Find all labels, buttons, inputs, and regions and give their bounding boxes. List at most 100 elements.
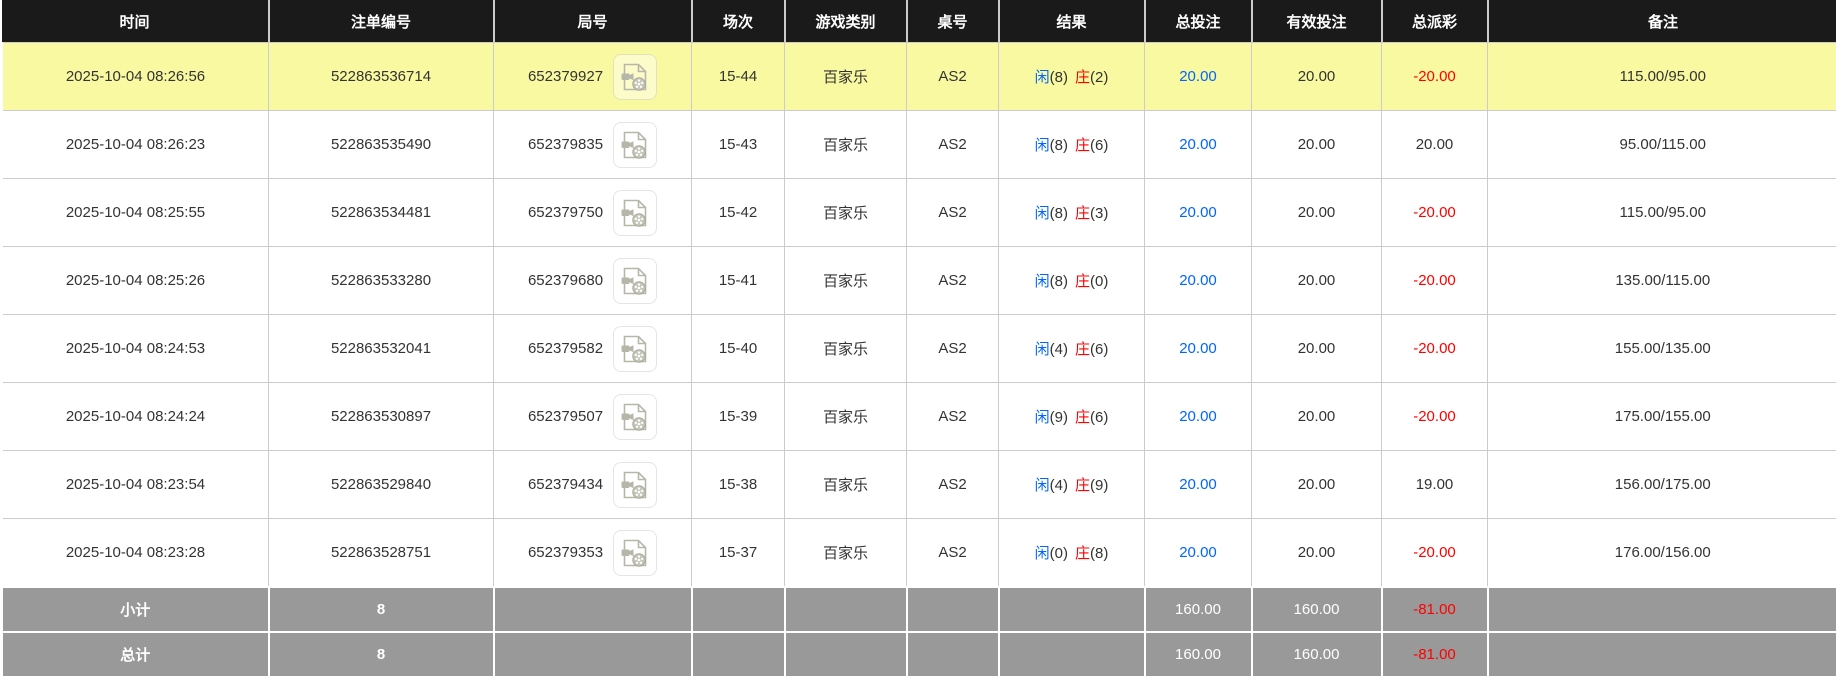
cell-round: 652379750 <box>494 179 692 247</box>
cell-total-bet: 20.00 <box>1145 43 1252 111</box>
result-player-value: (9) <box>1050 409 1068 426</box>
column-header-time: 时间 <box>2 0 269 43</box>
summary-empty-game-type <box>785 587 907 632</box>
cell-time: 2025-10-04 08:25:26 <box>2 247 269 315</box>
video-replay-button[interactable] <box>613 530 657 576</box>
result-banker-label: 庄 <box>1075 205 1090 222</box>
table-row: 2025-10-04 08:25:55 522863534481 6523797… <box>2 179 1836 247</box>
cell-payout: -20.00 <box>1382 519 1488 588</box>
cell-remark: 176.00/156.00 <box>1488 519 1836 588</box>
result-player-label: 闲 <box>1035 205 1050 222</box>
cell-game-type: 百家乐 <box>785 179 907 247</box>
video-file-icon <box>620 129 650 161</box>
cell-round: 652379353 <box>494 519 692 588</box>
cell-valid-bet: 20.00 <box>1252 111 1382 179</box>
column-header-table-no: 桌号 <box>907 0 999 43</box>
cell-time: 2025-10-04 08:26:56 <box>2 43 269 111</box>
cell-payout: 19.00 <box>1382 451 1488 519</box>
cell-payout: -20.00 <box>1382 315 1488 383</box>
result-banker-value: (6) <box>1090 137 1108 154</box>
cell-result: 闲(8)庄(2) <box>999 43 1145 111</box>
result-player-value: (8) <box>1050 137 1068 154</box>
round-number: 652379750 <box>528 204 603 221</box>
video-replay-button[interactable] <box>613 462 657 508</box>
result-player-value: (4) <box>1050 477 1068 494</box>
cell-result: 闲(8)庄(6) <box>999 111 1145 179</box>
cell-valid-bet: 20.00 <box>1252 315 1382 383</box>
cell-bet-id: 522863533280 <box>269 247 494 315</box>
cell-session: 15-39 <box>692 383 785 451</box>
cell-bet-id: 522863530897 <box>269 383 494 451</box>
summary-total-bet: 160.00 <box>1145 632 1252 677</box>
cell-bet-id: 522863534481 <box>269 179 494 247</box>
cell-payout: -20.00 <box>1382 247 1488 315</box>
cell-game-type: 百家乐 <box>785 383 907 451</box>
column-header-remark: 备注 <box>1488 0 1836 43</box>
round-number: 652379582 <box>528 340 603 357</box>
summary-empty-session <box>692 632 785 677</box>
cell-remark: 115.00/95.00 <box>1488 43 1836 111</box>
cell-bet-id: 522863532041 <box>269 315 494 383</box>
table-body: 2025-10-04 08:26:56 522863536714 6523799… <box>2 43 1836 678</box>
video-file-icon <box>620 265 650 297</box>
cell-total-bet: 20.00 <box>1145 383 1252 451</box>
cell-table-no: AS2 <box>907 247 999 315</box>
cell-round: 652379507 <box>494 383 692 451</box>
video-replay-button[interactable] <box>613 326 657 372</box>
video-replay-button[interactable] <box>613 258 657 304</box>
summary-empty-round <box>494 632 692 677</box>
cell-table-no: AS2 <box>907 519 999 588</box>
cell-session: 15-41 <box>692 247 785 315</box>
summary-empty-result <box>999 587 1145 632</box>
video-replay-button[interactable] <box>613 54 657 100</box>
result-player-label: 闲 <box>1035 69 1050 86</box>
result-player-label: 闲 <box>1035 545 1050 562</box>
cell-time: 2025-10-04 08:23:54 <box>2 451 269 519</box>
cell-valid-bet: 20.00 <box>1252 451 1382 519</box>
table-row: 2025-10-04 08:23:28 522863528751 6523793… <box>2 519 1836 588</box>
result-banker-label: 庄 <box>1075 69 1090 86</box>
cell-payout: 20.00 <box>1382 111 1488 179</box>
result-player-value: (8) <box>1050 273 1068 290</box>
table-row: 2025-10-04 08:24:53 522863532041 6523795… <box>2 315 1836 383</box>
cell-table-no: AS2 <box>907 43 999 111</box>
summary-empty-table-no <box>907 632 999 677</box>
cell-round: 652379582 <box>494 315 692 383</box>
cell-remark: 95.00/115.00 <box>1488 111 1836 179</box>
video-replay-button[interactable] <box>613 190 657 236</box>
cell-bet-id: 522863535490 <box>269 111 494 179</box>
summary-empty-game-type <box>785 632 907 677</box>
round-number: 652379353 <box>528 544 603 561</box>
cell-session: 15-38 <box>692 451 785 519</box>
cell-remark: 155.00/135.00 <box>1488 315 1836 383</box>
cell-total-bet: 20.00 <box>1145 315 1252 383</box>
table-header: 时间 注单编号 局号 场次 游戏类别 桌号 结果 总投注 有效投注 总派彩 备注 <box>2 0 1836 43</box>
cell-game-type: 百家乐 <box>785 247 907 315</box>
result-player-value: (0) <box>1050 545 1068 562</box>
result-banker-value: (9) <box>1090 477 1108 494</box>
column-header-session: 场次 <box>692 0 785 43</box>
cell-valid-bet: 20.00 <box>1252 247 1382 315</box>
cell-result: 闲(9)庄(6) <box>999 383 1145 451</box>
result-player-value: (8) <box>1050 69 1068 86</box>
cell-round: 652379835 <box>494 111 692 179</box>
cell-remark: 115.00/95.00 <box>1488 179 1836 247</box>
cell-time: 2025-10-04 08:23:28 <box>2 519 269 588</box>
summary-empty-session <box>692 587 785 632</box>
cell-session: 15-37 <box>692 519 785 588</box>
result-banker-label: 庄 <box>1075 477 1090 494</box>
cell-bet-id: 522863528751 <box>269 519 494 588</box>
result-banker-label: 庄 <box>1075 545 1090 562</box>
cell-session: 15-44 <box>692 43 785 111</box>
cell-round: 652379927 <box>494 43 692 111</box>
cell-result: 闲(4)庄(9) <box>999 451 1145 519</box>
video-file-icon <box>620 333 650 365</box>
cell-total-bet: 20.00 <box>1145 247 1252 315</box>
video-file-icon <box>620 61 650 93</box>
video-replay-button[interactable] <box>613 122 657 168</box>
summary-total-bet: 160.00 <box>1145 587 1252 632</box>
cell-game-type: 百家乐 <box>785 451 907 519</box>
video-replay-button[interactable] <box>613 394 657 440</box>
table-row: 2025-10-04 08:26:23 522863535490 6523798… <box>2 111 1836 179</box>
